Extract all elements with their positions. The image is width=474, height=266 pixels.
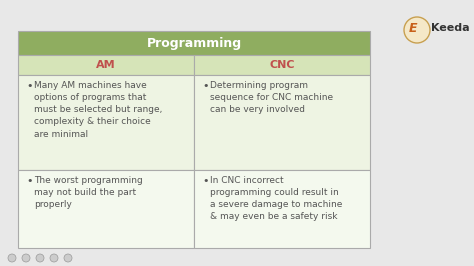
Text: •: • bbox=[202, 81, 209, 91]
Bar bbox=[18, 31, 370, 55]
Bar bbox=[194, 55, 370, 75]
Circle shape bbox=[36, 254, 44, 262]
Text: CNC: CNC bbox=[269, 60, 295, 70]
Text: The worst programming
may not build the part
properly: The worst programming may not build the … bbox=[34, 176, 143, 209]
Bar bbox=[194, 75, 370, 170]
Circle shape bbox=[404, 17, 430, 43]
Text: Keeda: Keeda bbox=[431, 23, 470, 33]
Text: Programming: Programming bbox=[146, 36, 242, 49]
Text: •: • bbox=[26, 81, 33, 91]
Bar bbox=[194, 170, 370, 248]
Circle shape bbox=[8, 254, 16, 262]
Text: E: E bbox=[409, 22, 417, 35]
Text: Many AM machines have
options of programs that
must be selected but range,
compl: Many AM machines have options of program… bbox=[34, 81, 163, 139]
Text: Determining program
sequence for CNC machine
can be very involved: Determining program sequence for CNC mac… bbox=[210, 81, 333, 114]
Text: AM: AM bbox=[96, 60, 116, 70]
Circle shape bbox=[64, 254, 72, 262]
Text: •: • bbox=[26, 176, 33, 186]
Text: •: • bbox=[202, 176, 209, 186]
Circle shape bbox=[50, 254, 58, 262]
Bar bbox=[18, 170, 194, 248]
Bar bbox=[18, 75, 194, 170]
Bar bbox=[18, 55, 194, 75]
Circle shape bbox=[22, 254, 30, 262]
Text: In CNC incorrect
programming could result in
a severe damage to machine
& may ev: In CNC incorrect programming could resul… bbox=[210, 176, 342, 222]
